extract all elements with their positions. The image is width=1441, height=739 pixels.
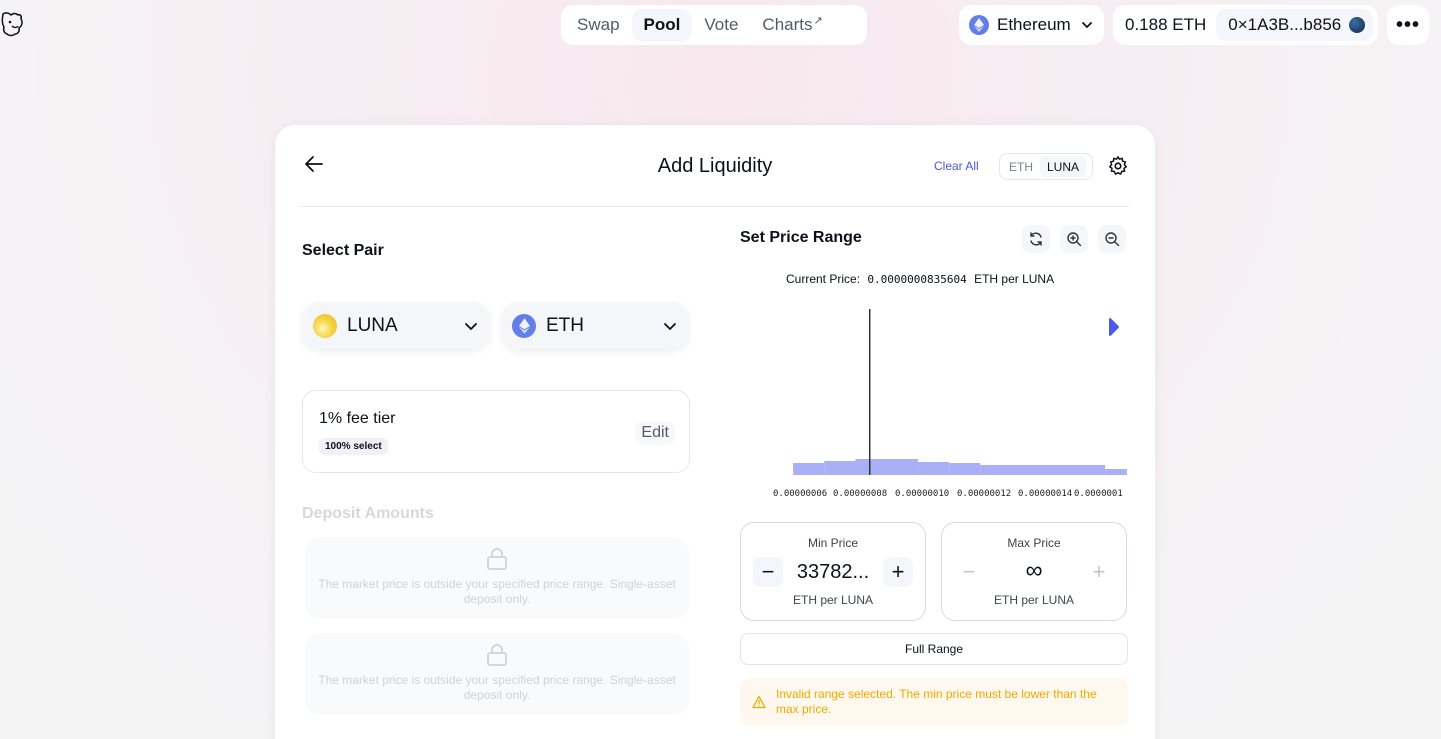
external-link-icon: ↗ [813, 14, 823, 27]
network-selector[interactable]: Ethereum [959, 5, 1104, 45]
select-pair-title: Select Pair [302, 242, 384, 259]
current-price-unit: ETH per LUNA [974, 272, 1055, 286]
liquidity-bar-1 [824, 461, 856, 475]
back-arrow-icon[interactable] [303, 153, 325, 175]
nav-charts[interactable]: Charts ↗ [750, 9, 834, 41]
nav-swap[interactable]: Swap [565, 9, 632, 41]
liquidity-bar-6 [1105, 469, 1127, 475]
current-price-label: Current Price: [786, 272, 861, 286]
more-icon[interactable]: ••• [1387, 5, 1429, 45]
zoom-in-button[interactable] [1060, 225, 1088, 253]
deposit-message-b: The market price is outside your specifi… [318, 673, 676, 702]
deposit-amounts-title: Deposit Amounts [302, 505, 434, 522]
fee-edit-button[interactable]: Edit [635, 421, 675, 445]
x-tick-label: 0.00000014 [1018, 489, 1072, 499]
gear-icon[interactable] [1107, 155, 1129, 177]
token-a-selector[interactable]: LUNA [303, 303, 489, 349]
token-b-selector[interactable]: ETH [502, 303, 688, 349]
current-price: Current Price: 0.0000000835604 ETH per L… [786, 272, 1054, 286]
lock-icon [487, 548, 507, 570]
token-a-label: LUNA [347, 315, 398, 336]
refresh-icon [1030, 232, 1042, 246]
max-price-decrement[interactable]: − [962, 559, 976, 584]
wallet-avatar [1349, 17, 1366, 33]
nav-swap-label: Swap [577, 15, 620, 34]
chevron-down-icon [465, 323, 477, 331]
add-liquidity-card: Add Liquidity Clear All ETH LUNA Select … [275, 125, 1155, 739]
deposit-box-b: The market price is outside your specifi… [305, 633, 689, 715]
clear-all-button[interactable]: Clear All [934, 159, 979, 173]
fee-tier-title: 1% fee tier [319, 410, 396, 427]
x-tick-label: 0.00000010 [895, 489, 949, 499]
min-price-increment[interactable]: + [883, 557, 913, 587]
eth-balance: 0.188 ETH [1125, 15, 1207, 34]
token-b-label: ETH [546, 315, 584, 336]
ethereum-icon [969, 15, 989, 35]
main-nav: Swap Pool Vote Charts ↗ [561, 5, 867, 45]
page-title: Add Liquidity [657, 155, 773, 177]
x-tick-label: 0.0000001 [1074, 489, 1123, 499]
min-price-input[interactable]: 33782... [796, 561, 870, 583]
x-tick-label: 0.00000006 [773, 489, 827, 499]
liquidity-bar-5 [980, 465, 1106, 475]
nav-pool-label: Pool [643, 15, 681, 34]
fee-tier-box: 1% fee tier 100% select Edit [302, 390, 690, 473]
refresh-button[interactable] [1022, 225, 1050, 253]
fee-select-badge: 100% select [319, 438, 388, 455]
warning-icon [752, 695, 766, 709]
x-tick-label: 0.00000008 [833, 489, 887, 499]
invalid-range-warning: Invalid range selected. The min price mu… [740, 678, 1128, 726]
liquidity-bar-4 [949, 463, 981, 475]
zoom-out-button[interactable] [1098, 225, 1126, 253]
nav-pool[interactable]: Pool [631, 9, 693, 41]
liquidity-bar-3 [917, 462, 950, 475]
deposit-message-a: The market price is outside your specifi… [318, 577, 676, 606]
account-panel: 0.188 ETH 0×1A3B...b856 [1113, 5, 1378, 45]
nav-vote[interactable]: Vote [692, 9, 750, 41]
min-price-decrement[interactable]: − [753, 557, 783, 587]
warning-text: Invalid range selected. The min price mu… [776, 687, 1097, 716]
min-price-unit: ETH per LUNA [792, 593, 874, 607]
min-price-label: Min Price [807, 536, 858, 550]
lock-icon [487, 644, 507, 666]
full-range-button[interactable]: Full Range [740, 633, 1128, 665]
max-price-unit: ETH per LUNA [993, 593, 1075, 607]
header-divider [301, 206, 1129, 207]
max-price-increment[interactable]: + [1092, 559, 1106, 584]
token-toggle: ETH LUNA [999, 153, 1093, 180]
zoom-out-icon [1105, 232, 1120, 247]
wallet-address-button[interactable]: 0×1A3B...b856 [1216, 9, 1374, 41]
chevron-down-icon [664, 323, 676, 331]
network-label: Ethereum [997, 15, 1071, 34]
range-handle[interactable] [1109, 318, 1119, 336]
chevron-down-icon [1082, 22, 1092, 29]
zoom-in-icon [1067, 232, 1082, 247]
liquidity-bar-0 [793, 463, 825, 475]
max-price-box: Max Price − ∞ + ETH per LUNA [941, 522, 1127, 621]
toggle-eth[interactable]: ETH [1009, 159, 1033, 174]
current-price-value: 0.0000000835604 [867, 273, 967, 286]
liquidity-chart[interactable]: 0.00000006 0.00000008 0.00000010 0.00000012… [737, 305, 1137, 505]
max-price-label: Max Price [1007, 536, 1061, 550]
price-range-title: Set Price Range [740, 229, 862, 246]
min-price-box: Min Price − 33782... + ETH per LUNA [740, 522, 926, 621]
unicorn-logo-icon[interactable] [0, 10, 26, 38]
liquidity-bar-2 [855, 459, 918, 475]
wallet-address: 0×1A3B...b856 [1228, 15, 1342, 34]
nav-vote-label: Vote [704, 15, 739, 34]
nav-charts-label: Charts [762, 15, 813, 34]
x-tick-label: 0.00000012 [957, 489, 1011, 499]
max-price-input[interactable]: ∞ [1025, 557, 1043, 584]
toggle-luna[interactable]: LUNA [1040, 156, 1087, 177]
luna-token-icon [313, 314, 337, 338]
ethereum-token-icon [512, 314, 536, 338]
deposit-box-a: The market price is outside your specifi… [305, 537, 689, 619]
